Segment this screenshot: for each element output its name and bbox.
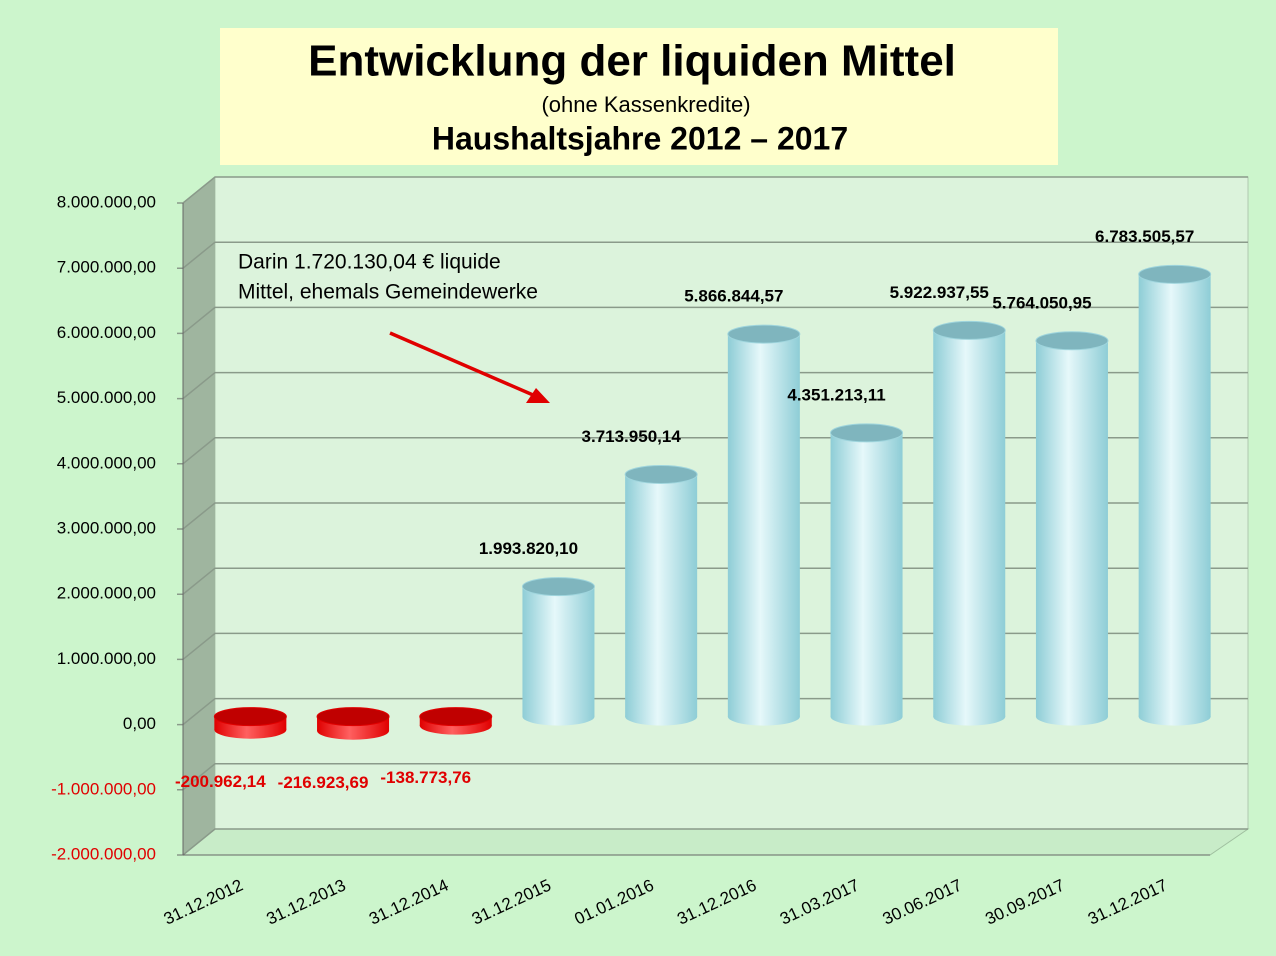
grid-line — [177, 176, 1248, 204]
bar-top — [1138, 264, 1212, 284]
bar — [522, 586, 595, 717]
grid-line — [177, 306, 1248, 335]
annotation: Mittel, ehemals Gemeindewerke — [238, 281, 538, 304]
data-label: 5.922.937,55 — [890, 283, 989, 302]
data-label: 5.866.844,57 — [684, 287, 783, 306]
bar-top — [419, 707, 493, 727]
y-tick-label: 8.000.000,00 — [57, 192, 156, 211]
data-label: 1.993.820,10 — [479, 539, 578, 558]
data-label: -200.962,14 — [175, 772, 266, 791]
y-tick-label: -2.000.000,00 — [51, 844, 156, 863]
chart-subtitle: (ohne Kassenkredite) — [541, 92, 750, 117]
bar-top — [932, 320, 1006, 340]
y-tick-label: 2.000.000,00 — [57, 584, 156, 603]
chart-title: Entwicklung der liquiden Mittel — [308, 37, 956, 86]
data-label: -138.773,76 — [380, 768, 471, 787]
data-label: 4.351.213,11 — [787, 385, 885, 404]
chart-subtitle: Haushaltsjahre 2012 – 2017 — [432, 120, 848, 156]
y-tick-label: 4.000.000,00 — [57, 453, 156, 472]
floor — [181, 828, 1250, 856]
bar — [1138, 274, 1211, 717]
arrow — [389, 331, 541, 400]
grid-line — [177, 241, 1248, 269]
y-tick-label: 3.000.000,00 — [57, 518, 156, 537]
bar-top — [521, 577, 595, 597]
data-label: 3.713.950,14 — [582, 427, 682, 446]
data-label: -216.923,69 — [278, 773, 369, 792]
y-tick-label: 7.000.000,00 — [57, 258, 156, 277]
y-tick-label: -1.000.000,00 — [51, 779, 156, 798]
arrow-head — [526, 388, 550, 403]
y-tick-label: 1.000.000,00 — [57, 649, 156, 668]
annotation: Darin 1.720.130,04 € liquide — [238, 251, 501, 274]
bar-top — [830, 423, 904, 443]
bar-top — [727, 324, 801, 344]
y-tick-label: 6.000.000,00 — [57, 323, 156, 342]
y-tick-label: 5.000.000,00 — [57, 388, 156, 407]
bar-top — [316, 707, 390, 727]
bar-top — [213, 707, 287, 727]
bar — [1035, 340, 1108, 717]
bar — [830, 432, 903, 717]
data-label: 6.783.505,57 — [1095, 227, 1194, 246]
bar — [625, 474, 698, 717]
y-tick-label: 0,00 — [123, 714, 156, 733]
bar — [933, 330, 1006, 717]
data-label: 5.764.050,95 — [992, 293, 1091, 312]
bar-top — [1035, 331, 1109, 351]
title-box — [220, 28, 1058, 165]
grid-line — [177, 763, 1248, 791]
bar-top — [624, 464, 698, 484]
grid-line — [177, 828, 1248, 856]
bar — [727, 334, 800, 717]
